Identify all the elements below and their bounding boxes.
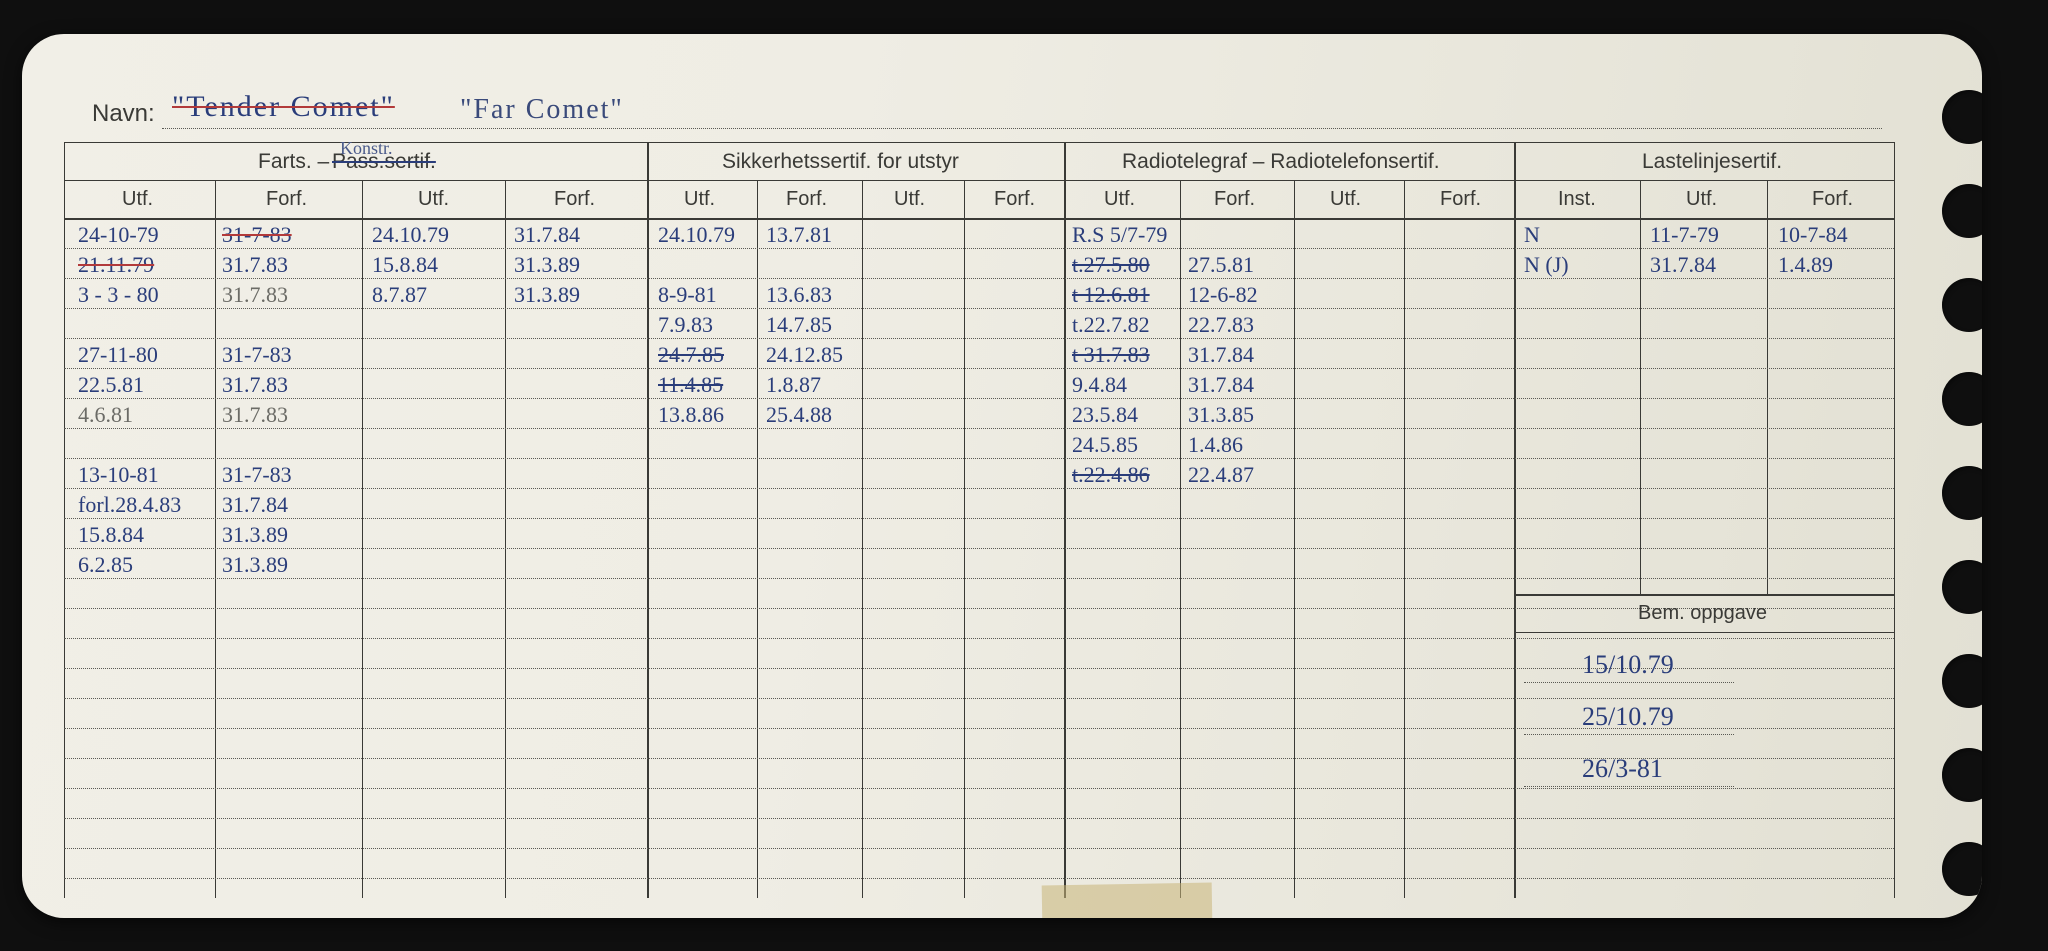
col-inst: Inst. [1558,188,1596,211]
navn-label: Navn: [92,100,155,128]
cell-entry: 10-7-84 [1778,222,1848,248]
cell-entry: 31.3.89 [514,252,580,278]
cell-entry: 31.7.84 [1188,342,1254,368]
cell-entry: N (J) [1524,252,1569,278]
cell-entry: 31.7.84 [1650,252,1716,278]
cell-entry: t.22.7.82 [1072,312,1150,338]
bem-entry: 15/10.79 [1582,650,1674,680]
col-utf-4: Utf. [894,188,925,211]
navn-value-1: "Tender Comet" [172,90,395,124]
cell-entry: R.S 5/7-79 [1072,222,1167,248]
cell-entry: 7.9.83 [658,312,713,338]
col-utf-1: Utf. [122,188,153,211]
cell-entry: 31.3.89 [222,522,288,548]
group-farts-a: Farts. – [258,150,329,174]
cell-entry: t.27.5.80 [1072,252,1150,278]
cell-entry: 1.4.89 [1778,252,1833,278]
cell-entry: 31.3.89 [222,552,288,578]
col-utf-2: Utf. [418,188,449,211]
col-forf-7: Forf. [1812,188,1853,211]
cell-entry: 24.12.85 [766,342,843,368]
cell-entry: forl.28.4.83 [78,492,181,518]
binder-holes [1942,90,1982,910]
cell-entry: 13.8.86 [658,402,724,428]
cell-entry: 31.7.83 [222,372,288,398]
group-sikkerhet: Sikkerhetssertif. for utstyr [722,150,959,174]
cell-entry: 24.10.79 [372,222,449,248]
cell-entry: 22.7.83 [1188,312,1254,338]
cell-entry: 13.7.81 [766,222,832,248]
cell-entry: 22.5.81 [78,372,144,398]
cell-entry: 8.7.87 [372,282,427,308]
col-forf-2: Forf. [554,188,595,211]
cell-entry: 31-7-83 [222,222,292,248]
cell-entry: 11.4.85 [658,372,723,398]
cell-entry: 31.7.83 [222,402,288,428]
cell-entry: 15.8.84 [372,252,438,278]
cell-entry: 31.7.84 [1188,372,1254,398]
group-farts-b: Pass.sertif. [332,150,436,174]
bem-entry: 26/3-81 [1582,754,1663,784]
cell-entry: 11-7-79 [1650,222,1719,248]
cell-entry: 24.5.85 [1072,432,1138,458]
col-forf-4: Forf. [994,188,1035,211]
navn-value-2: "Far Comet" [460,94,624,126]
cell-entry: 27.5.81 [1188,252,1254,278]
bem-header: Bem. oppgave [1638,602,1767,625]
cell-entry: 21.11.79 [78,252,154,278]
cell-entry: t.22.4.86 [1072,462,1150,488]
col-forf-3: Forf. [786,188,827,211]
cell-entry: 25.4.88 [766,402,832,428]
cell-entry: 31-7-83 [222,462,292,488]
group-radio: Radiotelegraf – Radiotelefonsertif. [1122,150,1440,174]
cell-entry: 31.7.83 [222,282,288,308]
cell-entry: 31.7.84 [222,492,288,518]
col-utf-3: Utf. [684,188,715,211]
cell-entry: N [1524,222,1540,248]
cell-entry: 23.5.84 [1072,402,1138,428]
navn-underline [162,128,1882,129]
col-forf-1: Forf. [266,188,307,211]
cell-entry: 4.6.81 [78,402,133,428]
cell-entry: 31-7-83 [222,342,292,368]
cell-entry: 31.3.89 [514,282,580,308]
cell-entry: 1.4.86 [1188,432,1243,458]
cell-entry: 9.4.84 [1072,372,1127,398]
index-card: Navn: "Tender Comet" "Far Comet" Farts. … [22,34,1982,918]
cell-entry: 6.2.85 [78,552,133,578]
cell-entry: 13.6.83 [766,282,832,308]
col-utf-6: Utf. [1330,188,1361,211]
cell-entry: 24.10.79 [658,222,735,248]
tape-stain [1042,883,1213,918]
cell-entry: t 12.6.81 [1072,282,1150,308]
col-utf-7: Utf. [1686,188,1717,211]
cell-entry: 31.7.84 [514,222,580,248]
col-forf-5: Forf. [1214,188,1255,211]
cell-entry: 27-11-80 [78,342,158,368]
bem-entry: 25/10.79 [1582,702,1674,732]
col-forf-6: Forf. [1440,188,1481,211]
cell-entry: 14.7.85 [766,312,832,338]
cell-entry: 15.8.84 [78,522,144,548]
cell-entry: 3 - 3 - 80 [78,282,159,308]
col-utf-5: Utf. [1104,188,1135,211]
cell-entry: 8-9-81 [658,282,717,308]
cell-entry: 1.8.87 [766,372,821,398]
cell-entry: 31.7.83 [222,252,288,278]
cell-entry: t 31.7.83 [1072,342,1150,368]
cell-entry: 24-10-79 [78,222,159,248]
cell-entry: 13-10-81 [78,462,159,488]
cell-entry: 22.4.87 [1188,462,1254,488]
cell-entry: 12-6-82 [1188,282,1258,308]
cell-entry: 24.7.85 [658,342,724,368]
cell-entry: 31.3.85 [1188,402,1254,428]
group-laste: Lastelinjesertif. [1642,150,1782,174]
